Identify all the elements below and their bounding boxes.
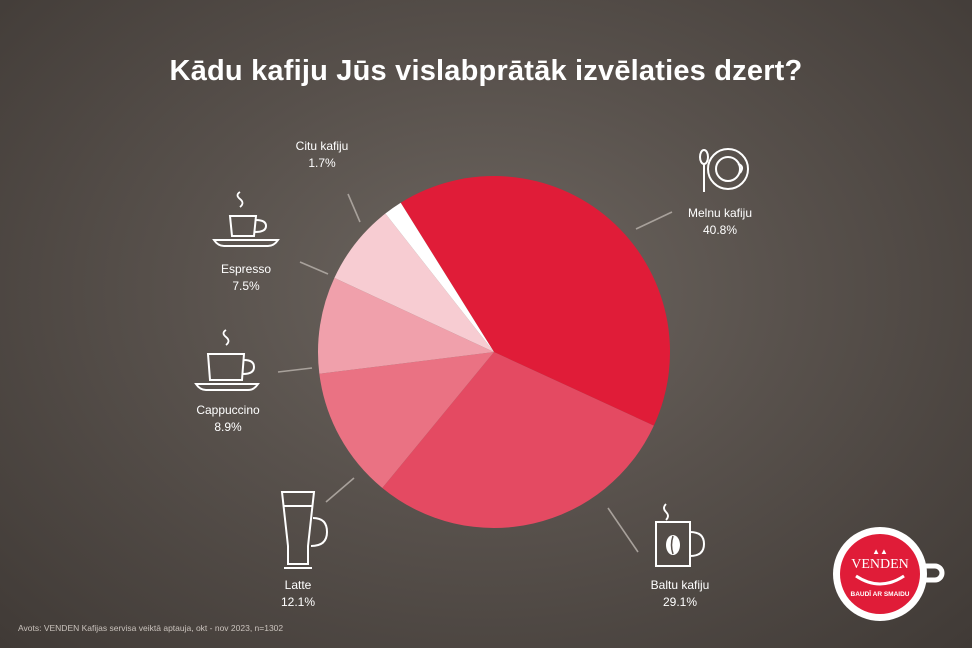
- label-cappuccino-value: 8.9%: [214, 420, 242, 434]
- label-citu-value: 1.7%: [308, 156, 336, 170]
- chart-title: Kādu kafiju Jūs vislabprātāk izvēlaties …: [169, 55, 803, 87]
- label-baltu-name: Baltu kafiju: [650, 578, 710, 592]
- latte-glass-icon: [280, 491, 329, 569]
- logo-tagline: BAUDĪ AR SMAIDU: [851, 590, 910, 598]
- label-espresso-name: Espresso: [220, 262, 272, 276]
- label-baltu-value: 29.1%: [662, 595, 698, 609]
- label-melnu-name: Melnu kafiju: [687, 206, 753, 220]
- label-cappuccino: Cappuccino 8.9%: [190, 402, 266, 436]
- pie-slice-latte: [319, 352, 494, 489]
- label-latte-value: 12.1%: [280, 595, 316, 609]
- source-note: Avots: VENDEN Kafijas servisa veiktā apt…: [18, 623, 284, 633]
- pie-slice-cappuccino: [318, 277, 494, 374]
- label-latte-name: Latte: [284, 578, 312, 592]
- label-espresso: Espresso 7.5%: [208, 261, 284, 295]
- pie-slice-baltu: [382, 352, 654, 528]
- leader-line-espresso: [299, 261, 329, 275]
- label-baltu: Baltu kafiju 29.1%: [640, 577, 720, 611]
- label-melnu: Melnu kafiju 40.8%: [682, 205, 758, 239]
- leader-line-baltu: [607, 507, 639, 553]
- leader-line-citu: [347, 193, 361, 223]
- pie-slice-espresso: [334, 213, 494, 352]
- svg-text:▲▲: ▲▲: [872, 547, 888, 556]
- pie-slice-citu: [385, 202, 494, 352]
- label-latte: Latte 12.1%: [266, 577, 330, 611]
- cup-with-spoon-icon: [699, 148, 749, 192]
- label-citu: Citu kafiju 1.7%: [284, 138, 360, 172]
- label-citu-name: Citu kafiju: [295, 139, 349, 153]
- mug-with-bean-icon: [655, 503, 706, 567]
- leader-line-melnu: [635, 211, 673, 230]
- leader-line-cappuccino: [277, 367, 313, 373]
- cappuccino-cup-icon: [194, 329, 260, 391]
- logo-brand: VENDEN: [851, 557, 909, 572]
- venden-logo: ▲▲ VENDEN BAUDĪ AR SMAIDU: [833, 527, 945, 621]
- label-melnu-value: 40.8%: [702, 223, 738, 237]
- leader-line-latte: [325, 477, 355, 503]
- pie-slices: [318, 175, 670, 528]
- label-cappuccino-name: Cappuccino: [196, 403, 260, 417]
- espresso-cup-icon: [212, 191, 280, 247]
- leader-lines: [277, 193, 673, 553]
- label-espresso-value: 7.5%: [232, 279, 260, 293]
- pie-slice-melnu: [400, 175, 670, 426]
